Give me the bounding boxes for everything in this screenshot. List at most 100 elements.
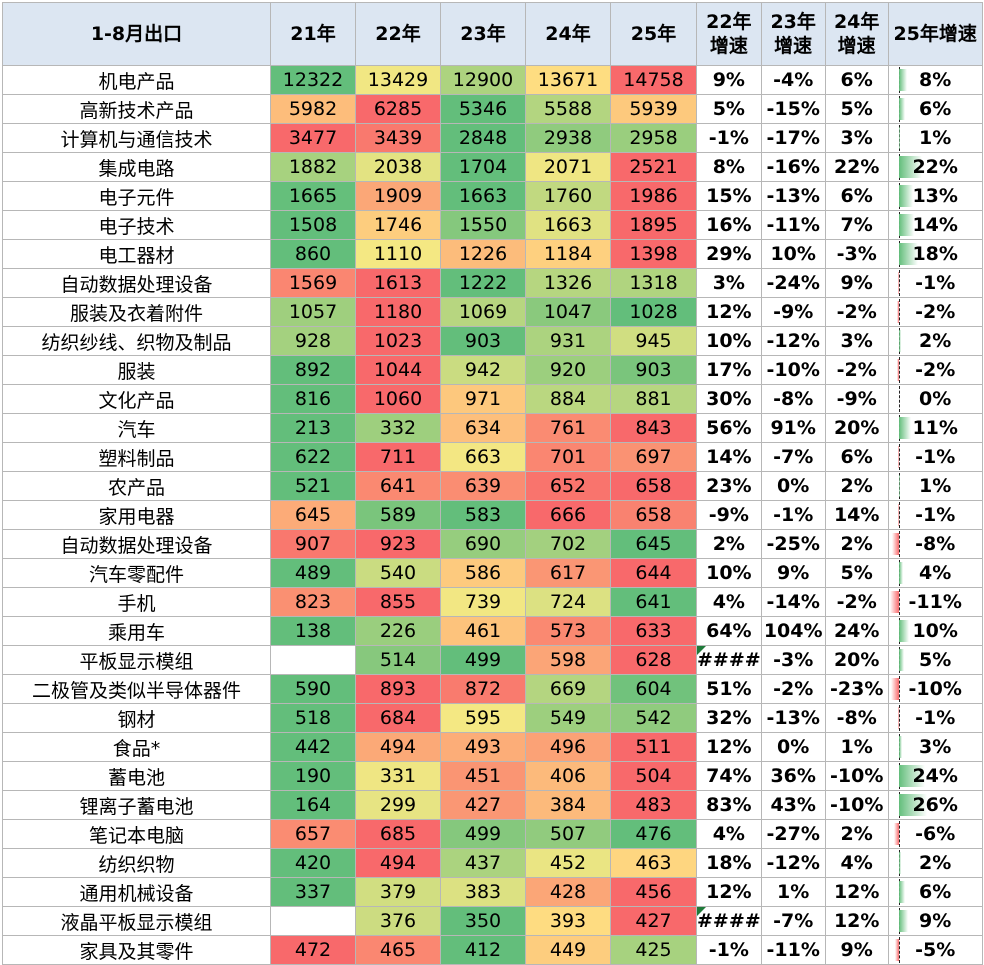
value-cell: 641 — [610, 587, 697, 617]
growth-cell: 5% — [824, 94, 889, 124]
table-row: 蓄电池 190 331 451 406 504 74% 36% -10% 24% — [2, 761, 983, 791]
value-cell: 476 — [610, 819, 697, 849]
growth-text: -10% — [908, 678, 962, 700]
zero-axis-line — [898, 444, 900, 470]
growth-text: 1% — [919, 475, 952, 497]
value-cell: 892 — [270, 355, 356, 385]
value-cell: 494 — [355, 848, 441, 878]
growth-bar-cell: -2% — [887, 297, 983, 327]
growth-cell: 20% — [824, 645, 889, 675]
growth-cell: 14% — [696, 442, 762, 472]
growth-cell: 9% — [824, 935, 889, 965]
growth-cell: -8% — [824, 703, 889, 733]
value-cell: 461 — [440, 616, 526, 646]
value-cell: 12900 — [440, 65, 526, 95]
value-cell: 641 — [355, 471, 441, 501]
zero-axis-line — [898, 502, 900, 528]
value-cell: 945 — [610, 326, 697, 356]
growth-cell: 8% — [696, 152, 762, 182]
zero-axis-line — [898, 386, 900, 412]
value-cell: 1613 — [355, 268, 441, 298]
growth-cell: -8% — [760, 384, 826, 414]
value-cell: 872 — [440, 674, 526, 704]
value-cell: 299 — [355, 790, 441, 820]
value-cell: 1110 — [355, 239, 441, 269]
value-cell: 384 — [525, 790, 611, 820]
growth-bar — [892, 533, 899, 555]
growth-bar — [898, 69, 908, 91]
row-name: 家用电器 — [2, 500, 271, 530]
growth-cell: 12% — [696, 297, 762, 327]
value-cell: 634 — [440, 413, 526, 443]
growth-text: -5% — [915, 939, 956, 961]
growth-cell: -24% — [760, 268, 826, 298]
zero-axis-line — [898, 270, 900, 296]
growth-text: 10% — [912, 620, 958, 642]
growth-bar-cell: 9% — [887, 906, 983, 936]
table-row: 笔记本电脑 657 685 499 507 476 4% -27% 2% -6% — [2, 819, 983, 849]
growth-text: 6% — [919, 881, 952, 903]
row-name: 机电产品 — [2, 65, 271, 95]
value-cell: 971 — [440, 384, 526, 414]
table-row: 电子元件 1665 1909 1663 1760 1986 15% -13% 6% 13% — [2, 181, 983, 211]
value-cell: 598 — [525, 645, 611, 675]
row-name: 电工器材 — [2, 239, 271, 269]
value-cell: 1060 — [355, 384, 441, 414]
header-growth: 23年增速 — [760, 2, 826, 66]
value-cell: 1326 — [525, 268, 611, 298]
growth-cell: 83% — [696, 790, 762, 820]
growth-cell: 0% — [760, 732, 826, 762]
value-cell: 1044 — [355, 355, 441, 385]
value-cell: 685 — [355, 819, 441, 849]
value-cell: 711 — [355, 442, 441, 472]
value-cell: 504 — [610, 761, 697, 791]
growth-bar — [897, 504, 899, 526]
value-cell: 589 — [355, 500, 441, 530]
growth-bar — [898, 243, 919, 265]
growth-cell: 3% — [696, 268, 762, 298]
value-cell: 3477 — [270, 123, 356, 153]
value-cell: 350 — [440, 906, 526, 936]
growth-text: 11% — [912, 417, 958, 439]
growth-text: 9% — [919, 910, 952, 932]
value-cell: 190 — [270, 761, 356, 791]
growth-cell: 14% — [824, 500, 889, 530]
row-name: 计算机与通信技术 — [2, 123, 271, 153]
value-cell: 652 — [525, 471, 611, 501]
growth-bar — [893, 823, 899, 845]
row-name: 通用机械设备 — [2, 877, 271, 907]
growth-bar — [898, 98, 906, 120]
growth-cell: 7% — [824, 210, 889, 240]
table-row: 二极管及类似半导体器件 590 893 872 669 604 51% -2% -23% -10% — [2, 674, 983, 704]
growth-text: 26% — [912, 794, 958, 816]
growth-cell: 43% — [760, 790, 826, 820]
growth-cell: 23% — [696, 471, 762, 501]
value-cell: 645 — [610, 529, 697, 559]
zero-axis-line — [898, 589, 900, 615]
growth-bar — [898, 185, 913, 207]
growth-cell: -12% — [760, 326, 826, 356]
value-cell: 472 — [270, 935, 356, 965]
growth-text: 22% — [912, 156, 958, 178]
value-cell: 2521 — [610, 152, 697, 182]
value-cell: 164 — [270, 790, 356, 820]
header-year: 21年 — [270, 2, 356, 66]
value-cell: 628 — [610, 645, 697, 675]
value-cell: 138 — [270, 616, 356, 646]
table-row: 集成电路 1882 2038 1704 2071 2521 8% -16% 22% 22% — [2, 152, 983, 182]
zero-axis-line — [898, 299, 900, 325]
value-cell: 697 — [610, 442, 697, 472]
growth-cell: 32% — [696, 703, 762, 733]
value-cell: 13671 — [525, 65, 611, 95]
growth-text: -2% — [915, 301, 956, 323]
row-name: 蓄电池 — [2, 761, 271, 791]
growth-cell: -3% — [824, 239, 889, 269]
growth-bar — [898, 156, 923, 178]
growth-cell: 0% — [760, 471, 826, 501]
growth-cell: 6% — [824, 65, 889, 95]
growth-cell: -1% — [760, 500, 826, 530]
growth-text: -11% — [908, 591, 962, 613]
value-cell: 393 — [525, 906, 611, 936]
growth-bar — [890, 678, 899, 700]
value-cell: 489 — [270, 558, 356, 588]
